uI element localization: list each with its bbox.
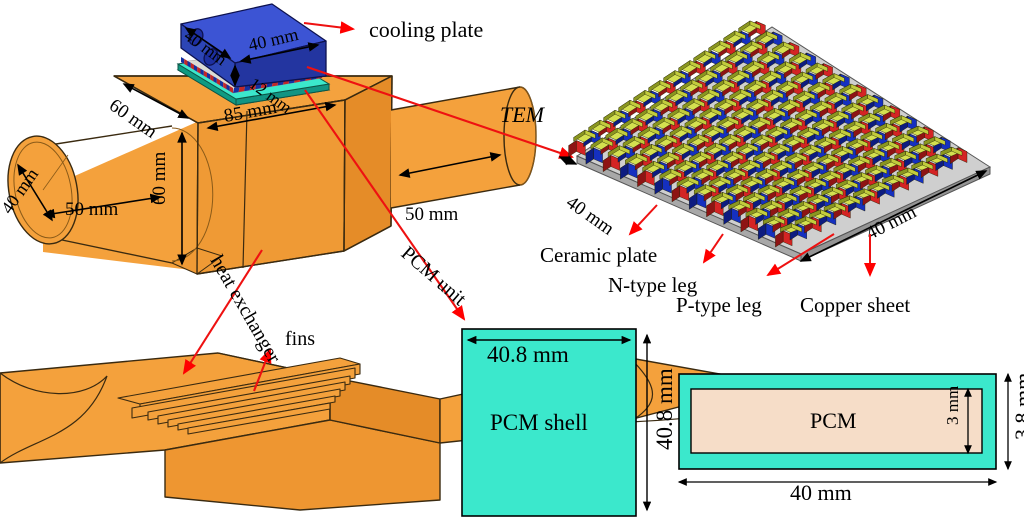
svg-text:40.8 mm: 40.8 mm <box>652 368 677 450</box>
svg-text:40 mm: 40 mm <box>562 192 618 240</box>
svg-text:PCM unit: PCM unit <box>397 242 471 310</box>
svg-text:PCM shell: PCM shell <box>490 410 588 435</box>
svg-text:40 mm: 40 mm <box>790 480 852 505</box>
svg-text:3.8 mm: 3.8 mm <box>1010 373 1024 440</box>
svg-text:40.8 mm: 40.8 mm <box>487 342 569 367</box>
svg-text:Copper sheet: Copper sheet <box>800 293 910 317</box>
svg-text:TEM: TEM <box>500 102 546 127</box>
svg-text:60 mm: 60 mm <box>149 151 170 205</box>
svg-text:3 mm: 3 mm <box>943 386 962 425</box>
svg-text:P-type leg: P-type leg <box>676 293 762 317</box>
svg-text:PCM: PCM <box>810 408 856 433</box>
svg-text:fins: fins <box>285 328 315 350</box>
svg-text:Ceramic plate: Ceramic plate <box>540 243 657 267</box>
svg-text:50 mm: 50 mm <box>405 204 459 225</box>
svg-text:50 mm: 50 mm <box>65 199 119 220</box>
svg-text:cooling plate: cooling plate <box>369 17 483 42</box>
svg-text:heat exchanger: heat exchanger <box>206 252 285 368</box>
